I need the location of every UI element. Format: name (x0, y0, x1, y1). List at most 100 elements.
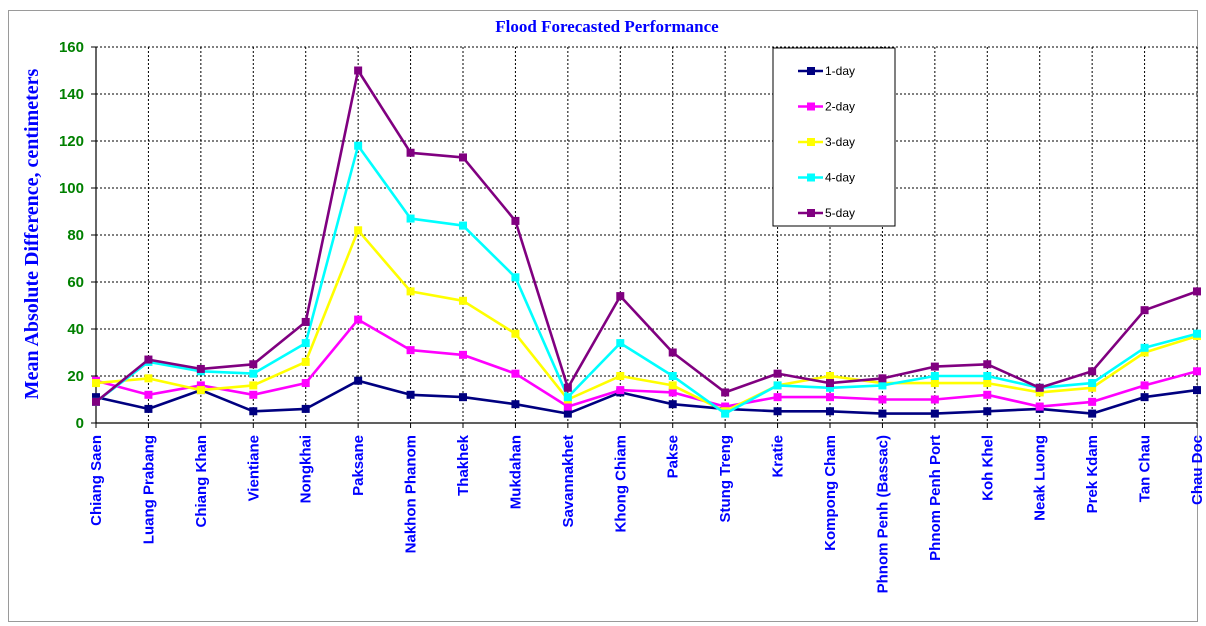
data-point (1088, 397, 1097, 406)
data-point (301, 404, 310, 413)
data-point (459, 393, 467, 402)
data-point (249, 360, 258, 369)
x-tick-label: Neak Luong (1032, 435, 1049, 521)
data-point (930, 362, 939, 371)
data-point (406, 390, 415, 399)
data-point (930, 379, 939, 388)
x-tick-label: Mukdahan (507, 435, 524, 509)
legend-marker (807, 67, 815, 75)
data-point (1088, 409, 1097, 418)
data-point (249, 407, 258, 416)
data-point (983, 407, 992, 416)
data-point (301, 379, 310, 388)
y-tick-label: 0 (76, 415, 84, 432)
data-point (1193, 367, 1201, 376)
legend-entry: 1-day (825, 64, 855, 78)
data-point (616, 292, 625, 301)
y-tick-label: 100 (59, 180, 84, 197)
data-point (930, 395, 939, 404)
data-point (616, 339, 625, 348)
data-point (826, 407, 834, 416)
data-point (826, 393, 834, 402)
data-point (1140, 343, 1149, 352)
series-2-day (92, 315, 1201, 411)
data-point (563, 393, 572, 402)
legend-entry: 3-day (825, 135, 855, 149)
data-point (1193, 287, 1201, 296)
data-point (511, 329, 520, 338)
axes (91, 46, 1198, 428)
data-point (563, 409, 572, 418)
x-tick-labels: Chiang Saen Luang Prabang Chiang Khan Vient… (88, 434, 1206, 593)
grid (96, 46, 1198, 423)
data-point (144, 390, 153, 399)
data-point (354, 315, 363, 324)
x-tick-label: Nongkhai (298, 435, 315, 503)
x-tick-label: Kompong Cham (822, 435, 839, 551)
data-point (249, 390, 258, 399)
legend-box (772, 47, 896, 227)
legend-marker (807, 138, 815, 146)
data-point (721, 409, 730, 418)
series-line (95, 379, 1198, 415)
data-point (983, 372, 992, 380)
x-tick-label: Koh Khel (979, 435, 996, 501)
data-point (144, 374, 153, 383)
series-line (95, 144, 1198, 415)
series-lines (92, 66, 1201, 418)
legend-marker (807, 209, 815, 217)
data-point (1193, 386, 1201, 395)
data-point (196, 364, 205, 373)
data-point (511, 273, 520, 282)
data-point (301, 357, 310, 366)
y-tick-label: 140 (59, 86, 84, 103)
data-point (406, 148, 415, 157)
x-tick-label: Khong Chiam (612, 435, 629, 533)
legend-marker (807, 102, 815, 111)
y-tick-label: 80 (67, 227, 84, 244)
data-point (354, 66, 363, 75)
data-point (983, 379, 992, 388)
x-tick-label: Prek Kdam (1084, 435, 1101, 513)
data-point (92, 397, 100, 406)
data-point (930, 372, 939, 380)
data-point (668, 348, 677, 357)
series-4-day (92, 141, 1201, 418)
data-point (826, 383, 834, 392)
data-point (1140, 306, 1149, 315)
data-point (983, 360, 992, 369)
data-point (301, 317, 310, 326)
y-tick-label: 120 (59, 133, 84, 150)
data-point (930, 409, 939, 418)
data-point (1035, 383, 1044, 392)
x-tick-label: Nakhon Phanom (403, 435, 420, 553)
x-tick-label: Stung Treng (717, 435, 734, 523)
data-point (511, 216, 520, 225)
data-point (1088, 383, 1097, 392)
y-tick-label: 160 (59, 39, 84, 56)
x-tick-label: Savannakhet (560, 435, 577, 528)
data-point (668, 372, 677, 380)
data-point (773, 407, 782, 416)
series-line (95, 318, 1198, 408)
y-tick-label: 60 (67, 274, 84, 291)
data-point (721, 402, 730, 411)
x-tick-label: Tan Chau (1137, 435, 1154, 502)
data-point (563, 383, 572, 392)
x-tick-label: Thakhek (455, 434, 472, 496)
data-point (92, 393, 100, 402)
x-tick-label: Pakse (665, 435, 682, 478)
data-point (983, 390, 992, 399)
data-point (668, 388, 677, 397)
y-axis-label: Mean Absolute Difference, centimeters (21, 68, 43, 399)
data-point (826, 372, 834, 380)
data-point (406, 346, 415, 355)
data-point (826, 379, 834, 388)
data-point (1140, 393, 1149, 402)
legend-entry: 2-day (825, 100, 855, 114)
data-point (878, 374, 887, 383)
x-tick-label: Phnom Penh Port (927, 435, 944, 561)
data-point (878, 395, 887, 404)
data-point (1088, 379, 1097, 388)
legend: 1-day 2-day 3-day 4-day 5-day (772, 47, 896, 227)
